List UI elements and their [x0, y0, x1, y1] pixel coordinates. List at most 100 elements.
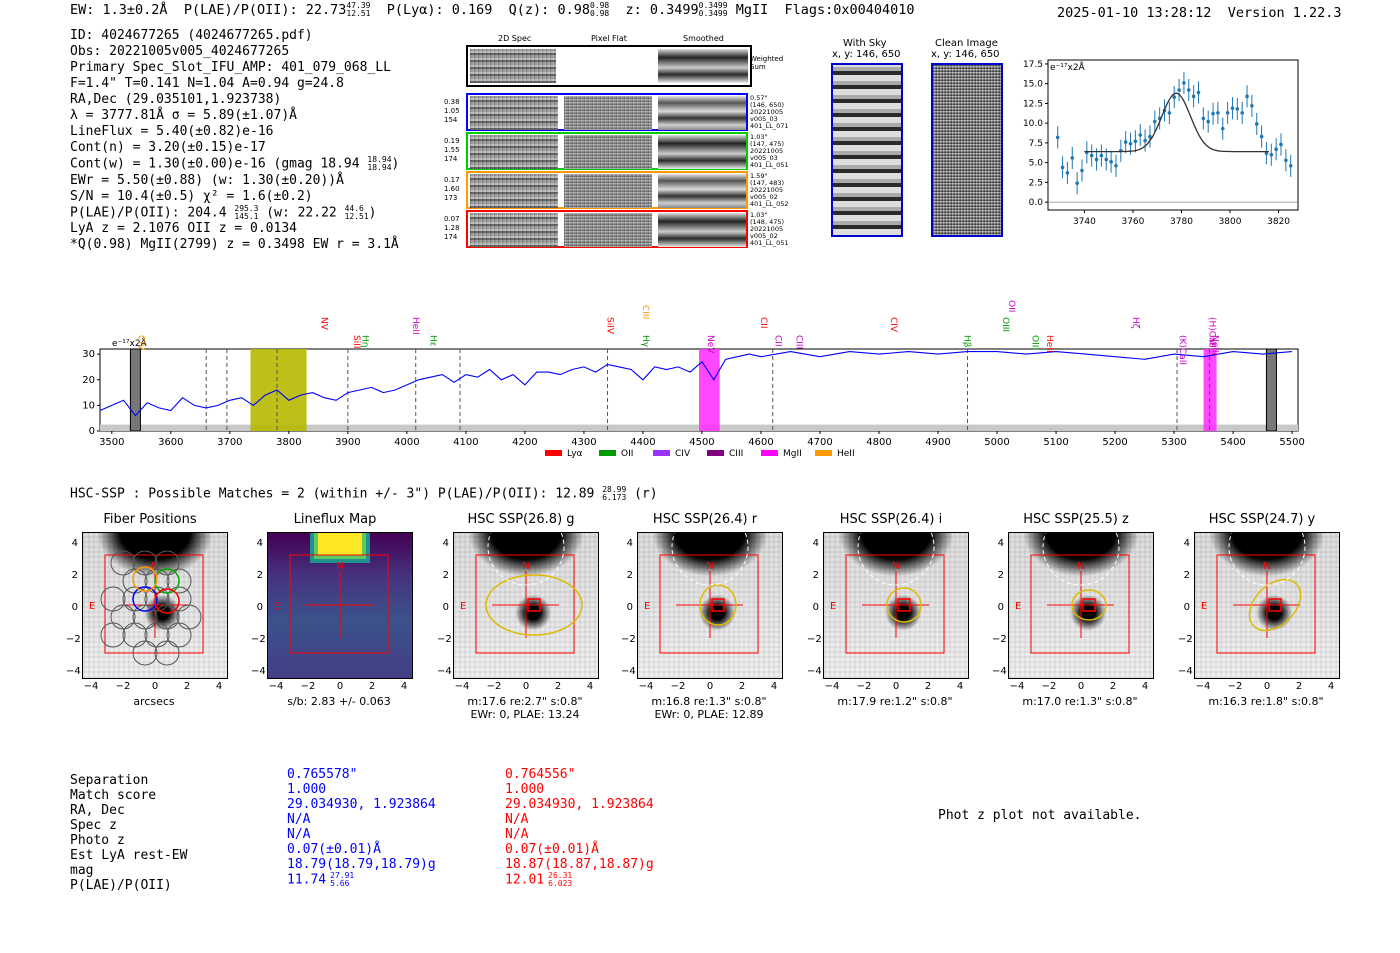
zoom-data-point [1075, 181, 1079, 185]
row-right-value: (148, 475) [750, 218, 785, 226]
source-marker [527, 598, 541, 612]
zoom-data-point [1206, 119, 1210, 124]
with-sky-coords: x, y: 146, 650 [832, 49, 901, 60]
spectrum-line-label: HeII [1044, 335, 1054, 353]
zoom-data-point [1128, 141, 1133, 146]
cutout-xtick-label: 2 [554, 681, 562, 692]
zoom-ytick-label: 12.5 [1023, 99, 1043, 109]
zoom-data-point [1196, 90, 1201, 95]
east-label: E [460, 601, 466, 612]
spectrum-xtick-label: 3500 [99, 437, 124, 448]
source-marker [897, 598, 911, 612]
spectrum-xtick-label: 3900 [335, 437, 360, 448]
info-plae-row: P(LAE)/P(OII): 204.4 295.3 145.1 (w: 22.2… [70, 203, 377, 221]
cutout-overlay: NE [1201, 533, 1316, 654]
north-label: N [706, 561, 713, 572]
spectrum-line-label: CII [773, 335, 783, 347]
row-left-value: 0.38 [444, 98, 460, 106]
spec2d-row [466, 93, 748, 131]
zoom-data-point [1148, 134, 1152, 139]
zoom-data-point [1055, 135, 1060, 140]
spectrum-ytick-label: 30 [82, 349, 95, 360]
hsc-summary: HSC-SSP : Possible Matches = 2 (within +… [70, 486, 658, 502]
zoom-data-point [1099, 153, 1104, 158]
cutout-panel: HSC SSP(25.5) z N E 4 2 0 −2 −4 −4 −2 0 2 4 m:17.0 re… [966, 510, 1186, 725]
spectrum-line-label: SiII [351, 335, 361, 349]
east-label: E [830, 601, 836, 612]
cutout-xtick-label: 0 [892, 681, 900, 692]
spectrum-xtick-label: 4200 [512, 437, 537, 448]
aperture-box [659, 554, 759, 654]
header-qz-hi: 0.98 [589, 1, 610, 10]
spectrum-ytick-label: 20 [82, 375, 95, 386]
cutout-overlay: NE [460, 533, 583, 654]
fiber-circle [122, 622, 148, 648]
cutout-xticks: −4 −2 0 2 4 [1194, 681, 1338, 695]
header-ew: EW: 1.3±0.2Å [70, 2, 168, 18]
cutout-ytick-label: −2 [1178, 634, 1193, 645]
spectrum-line-label: CIII [793, 335, 803, 349]
cutout-caption: m:16.3 re:1.8" s:0.8" [1208, 695, 1324, 708]
cutout-xtick-label: 0 [1263, 681, 1271, 692]
header-bar: EW: 1.3±0.2Å P(LAE)/P(OII): 22.73 47.39 12… [70, 1, 915, 19]
info-ewr: EWr = 5.50(±0.88) (w: 1.30(±0.20))Å [70, 172, 344, 188]
legend-label: Lyα [567, 449, 583, 459]
info-plae-w-lo: 12.51 [344, 211, 369, 221]
cutout-xtick-label: 4 [1141, 681, 1149, 692]
cutout-ytick-label: 4 [1183, 538, 1190, 549]
legend-swatch [815, 450, 832, 456]
cutout-ytick-label: 0 [1183, 602, 1190, 613]
cutout-yticks: 4 2 0 −2 −4 [807, 532, 822, 677]
source-marker [711, 598, 725, 612]
north-label: N [1077, 561, 1084, 572]
header-plya: P(Lyα): 0.169 [386, 2, 493, 18]
cutout-xtick-label: −4 [824, 681, 840, 692]
row-right-value: 20221005 [750, 186, 784, 194]
spectrum-line-label: OII [1006, 300, 1016, 312]
row-right-value: 401_LL_071 [750, 122, 789, 130]
cutout-xtick-label: −2 [300, 681, 316, 692]
cutout-ytick-label: 0 [626, 602, 633, 613]
match-value-text: 0.07(±0.01)Å [505, 842, 599, 857]
spectrum-line-label: Hε [427, 335, 437, 347]
cutout-ytick-label: −2 [66, 634, 81, 645]
source-ellipse [886, 587, 922, 623]
zoom-data-point [1177, 88, 1181, 92]
match-value: 29.034930, 1.923864 [287, 797, 436, 812]
cutout-xticks: −4 −2 0 2 4 [453, 681, 597, 695]
row-left-value: 0.17 [444, 176, 460, 184]
spectrum-xtick-label: 5300 [1161, 437, 1186, 448]
spectrum-xtick-label: 4900 [925, 437, 950, 448]
spectrum-xtick-label: 4700 [807, 437, 832, 448]
row-smoothed [658, 135, 746, 169]
spectrum-highlight [250, 349, 307, 431]
row-2dspec [470, 135, 558, 169]
fiber-red [154, 588, 180, 614]
cutout-xtick-label: −4 [638, 681, 654, 692]
match-table-red: 0.764556" 1.000 29.034930, 1.923864 N/A N/A 0… [505, 767, 654, 888]
match-value-text: 1.000 [287, 782, 327, 797]
info-lya: LyA z = 2.1076 OII z = 0.0134 [70, 221, 297, 236]
zoom-data-point [1288, 163, 1293, 168]
north-label: N [892, 561, 899, 572]
cutout-xtick-label: 0 [1077, 681, 1085, 692]
cutout-ytick-label: 2 [71, 570, 78, 581]
spectrum-xtick-label: 3700 [217, 437, 242, 448]
row-2dspec [470, 213, 558, 247]
row-right-values: 0.57" (146, 650) 20221005 v005_03 401_LL_071 [750, 95, 789, 130]
match-label: Est LyA rest-EW [70, 848, 188, 863]
row-left-value: 173 [444, 194, 458, 202]
match-value-text: 0.07(±0.01)Å [287, 842, 381, 857]
info-primary: Primary Spec_Slot_IFU_AMP: 401_079_068_L… [70, 60, 391, 75]
cutout-ytick-label: 4 [626, 538, 633, 549]
legend-label: CIII [729, 449, 743, 459]
match-value-text: 0.764556" [505, 767, 576, 782]
cutout-ytick-label: 4 [997, 538, 1004, 549]
zoom-data-point [1143, 138, 1147, 143]
zoom-xtick-label: 3760 [1121, 217, 1144, 227]
zoom-xtick-label: 3820 [1267, 217, 1290, 227]
